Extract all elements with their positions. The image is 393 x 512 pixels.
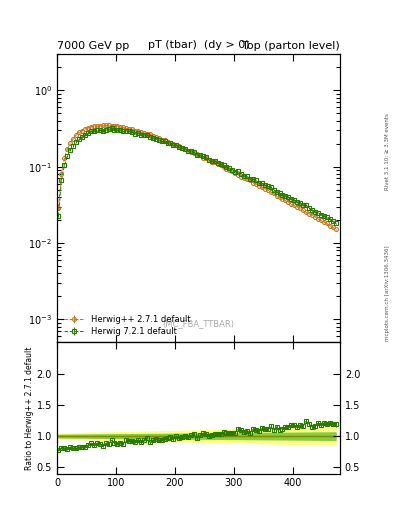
- Text: mcplots.cern.ch [arXiv:1306.3436]: mcplots.cern.ch [arXiv:1306.3436]: [385, 246, 390, 342]
- Text: 7000 GeV pp: 7000 GeV pp: [57, 41, 129, 51]
- Text: Rivet 3.1.10; ≥ 3.3M events: Rivet 3.1.10; ≥ 3.3M events: [385, 113, 390, 189]
- Title: pT (tbar)  (dy > 0): pT (tbar) (dy > 0): [148, 40, 249, 50]
- Text: Top (parton level): Top (parton level): [242, 41, 340, 51]
- Text: (MC_FBA_TTBAR): (MC_FBA_TTBAR): [162, 319, 235, 328]
- Legend: Herwig++ 2.7.1 default, Herwig 7.2.1 default: Herwig++ 2.7.1 default, Herwig 7.2.1 def…: [61, 313, 193, 338]
- Y-axis label: Ratio to Herwig++ 2.7.1 default: Ratio to Herwig++ 2.7.1 default: [25, 346, 34, 470]
